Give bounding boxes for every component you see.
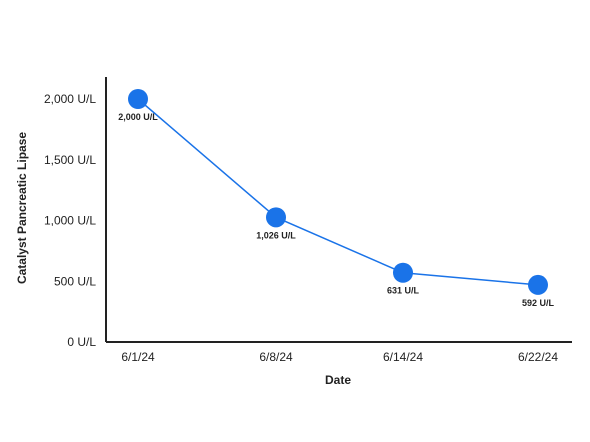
- axes: [105, 77, 572, 343]
- y-tick-label: 1,500 U/L: [44, 153, 96, 167]
- series: [128, 89, 548, 295]
- data-point: [393, 262, 413, 283]
- x-tick-label: 6/1/24: [121, 350, 155, 364]
- x-tick-label: 6/22/24: [518, 350, 558, 364]
- data-point: [266, 207, 286, 228]
- x-tick-label: 6/14/24: [383, 350, 423, 364]
- data-label: 592 U/L: [522, 298, 555, 308]
- y-tick-label: 0 U/L: [67, 335, 96, 349]
- data-point: [528, 274, 548, 295]
- y-tick-label: 500 U/L: [54, 274, 96, 288]
- x-tick-label: 6/8/24: [259, 350, 293, 364]
- x-axis-title: Date: [325, 373, 351, 387]
- y-tick-label: 1,000 U/L: [44, 214, 96, 228]
- data-labels: 2,000 U/L 1,026 U/L 631 U/L 592 U/L: [118, 112, 554, 308]
- x-tick-labels: 6/1/24 6/8/24 6/14/24 6/22/24: [121, 350, 558, 364]
- data-label: 1,026 U/L: [256, 230, 296, 240]
- series-line: [137, 98, 539, 286]
- data-label: 2,000 U/L: [118, 112, 158, 122]
- y-tick-labels: 0 U/L 500 U/L 1,000 U/L 1,500 U/L 2,000 U/L: [44, 92, 96, 349]
- y-tick-label: 2,000 U/L: [44, 92, 96, 106]
- data-label: 631 U/L: [387, 286, 420, 296]
- y-axis-title: Catalyst Pancreatic Lipase: [15, 132, 29, 284]
- data-point: [128, 89, 148, 109]
